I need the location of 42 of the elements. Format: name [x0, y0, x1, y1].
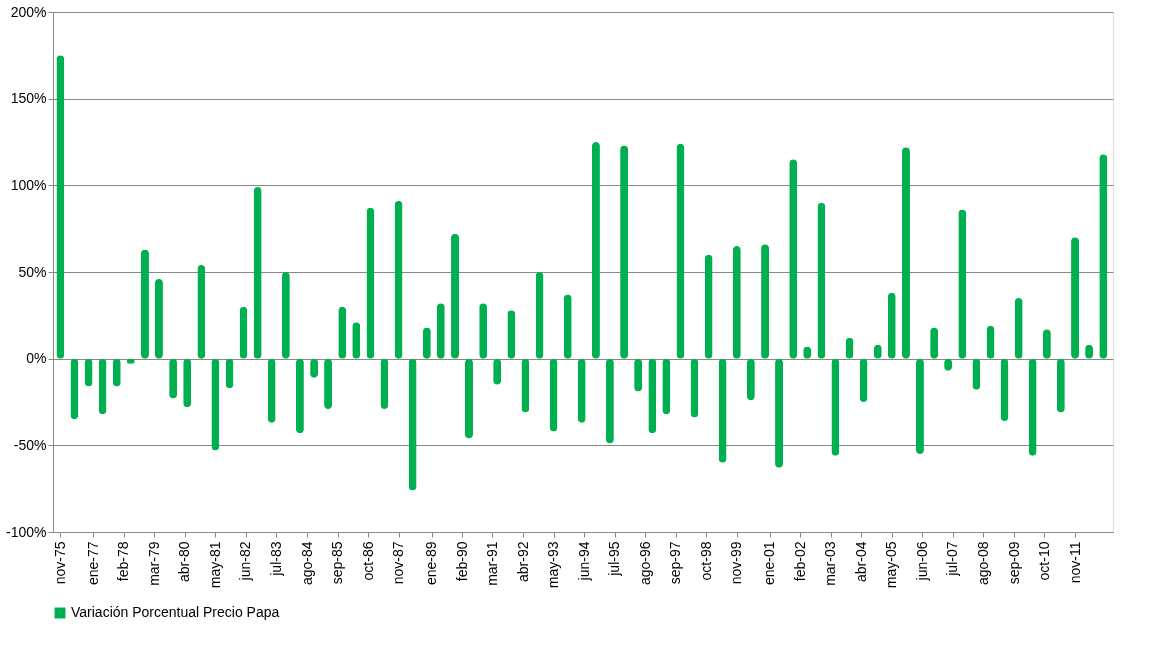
- x-tick-label: ago-96: [636, 541, 653, 586]
- x-tick-label: nov-75: [51, 541, 68, 585]
- y-tick-label: 150%: [10, 90, 47, 107]
- x-tick-label: abr-92: [514, 541, 531, 582]
- x-tick-label: mar-79: [145, 541, 162, 586]
- x-tick-label: mar-03: [822, 541, 839, 586]
- x-tick-label: sep-09: [1005, 541, 1022, 585]
- x-tick-label: oct-98: [697, 541, 714, 581]
- y-tick-label: -50%: [13, 436, 47, 453]
- x-tick-label: may-93: [545, 541, 562, 589]
- x-tick-label: sep-85: [329, 541, 346, 585]
- x-tick-label: nov-87: [390, 541, 407, 585]
- x-tick-label: ago-08: [974, 541, 991, 586]
- x-tick-label: jun-06: [913, 541, 930, 582]
- x-tick-label: oct-86: [359, 541, 376, 581]
- y-tick-label: 50%: [18, 263, 47, 280]
- x-tick-label: may-05: [883, 541, 900, 589]
- x-tick-label: abr-04: [852, 541, 869, 582]
- x-tick-label: mar-91: [483, 541, 500, 586]
- x-tick-label: nov-11: [1066, 541, 1083, 584]
- y-tick-label: 200%: [10, 3, 47, 20]
- x-tick-label: may-81: [206, 541, 223, 589]
- x-tick-label: sep-97: [667, 541, 684, 585]
- x-tick-label: abr-80: [176, 541, 193, 582]
- x-tick-label: jul-83: [267, 541, 284, 577]
- x-tick-label: ene-89: [423, 541, 440, 586]
- x-tick-label: ene-77: [84, 541, 101, 586]
- x-tick-label: jun-82: [237, 541, 254, 582]
- y-tick-label: -100%: [6, 523, 47, 540]
- x-tick-label: feb-90: [453, 541, 470, 582]
- x-tick-label: jun-94: [575, 541, 592, 582]
- x-tick-label: jul-95: [606, 541, 623, 577]
- x-tick-label: nov-99: [728, 541, 745, 585]
- x-tick-label: ago-84: [298, 541, 315, 586]
- x-tick-label: feb-02: [791, 541, 808, 582]
- x-tick-label: feb-78: [115, 541, 132, 582]
- legend-label: Variación Porcentual Precio Papa: [71, 604, 280, 620]
- y-tick-label: 100%: [10, 176, 47, 193]
- x-tick-label: jul-07: [944, 541, 961, 577]
- y-tick-label: 0%: [26, 350, 47, 367]
- x-tick-label: oct-10: [1035, 541, 1052, 581]
- x-tick-label: ene-01: [761, 541, 778, 586]
